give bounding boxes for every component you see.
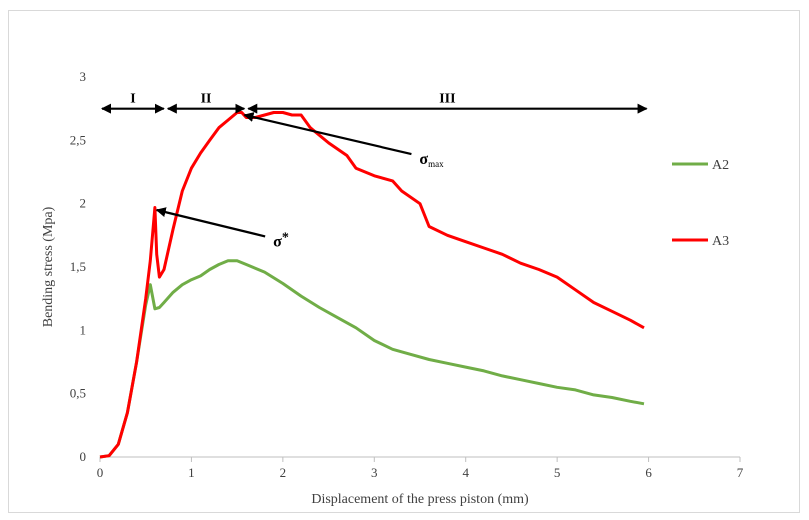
y-tick-labels: 0 0,5 1 1,5 2 2,5 3 xyxy=(70,69,86,464)
annotation-label: σmax xyxy=(419,151,444,169)
region-markers: I II III xyxy=(101,92,648,114)
legend-label-a2: A2 xyxy=(712,158,729,173)
legend: A2 A3 xyxy=(672,158,729,249)
legend-label-a3: A3 xyxy=(712,234,729,249)
x-tick-label: 1 xyxy=(188,465,195,480)
x-tick-label: 7 xyxy=(737,465,744,480)
annotation-label: σ* xyxy=(273,230,289,250)
annotation-arrow xyxy=(243,112,412,156)
y-axis-title: Bending stress (Mpa) xyxy=(41,206,56,327)
x-tick-labels: 0 1 2 3 4 5 6 7 xyxy=(97,465,744,480)
region-label: II xyxy=(201,92,212,107)
x-tick-label: 2 xyxy=(280,465,287,480)
chart-frame xyxy=(8,10,800,513)
x-tick-label: 5 xyxy=(554,465,561,480)
annotations: σmax σ* xyxy=(155,112,444,250)
y-tick-label: 3 xyxy=(80,69,87,84)
x-tick-label: 6 xyxy=(645,465,652,480)
y-tick-label: 2,5 xyxy=(70,132,86,147)
y-tick-label: 2 xyxy=(80,196,87,211)
x-axis-title: Displacement of the press piston (mm) xyxy=(311,492,529,507)
x-tick-label: 4 xyxy=(462,465,469,480)
y-tick-label: 1 xyxy=(80,322,87,337)
region-label: III xyxy=(439,92,455,107)
x-tick-marks xyxy=(99,457,741,462)
x-tick-label: 3 xyxy=(371,465,378,480)
x-tick-label: 0 xyxy=(97,465,104,480)
series-line-a2 xyxy=(99,259,645,459)
y-tick-label: 0 xyxy=(80,449,87,464)
annotation-arrow xyxy=(155,207,266,238)
y-tick-label: 1,5 xyxy=(70,259,86,274)
region-label: I xyxy=(130,92,135,107)
series-lines xyxy=(99,111,645,459)
y-tick-label: 0,5 xyxy=(70,386,86,401)
